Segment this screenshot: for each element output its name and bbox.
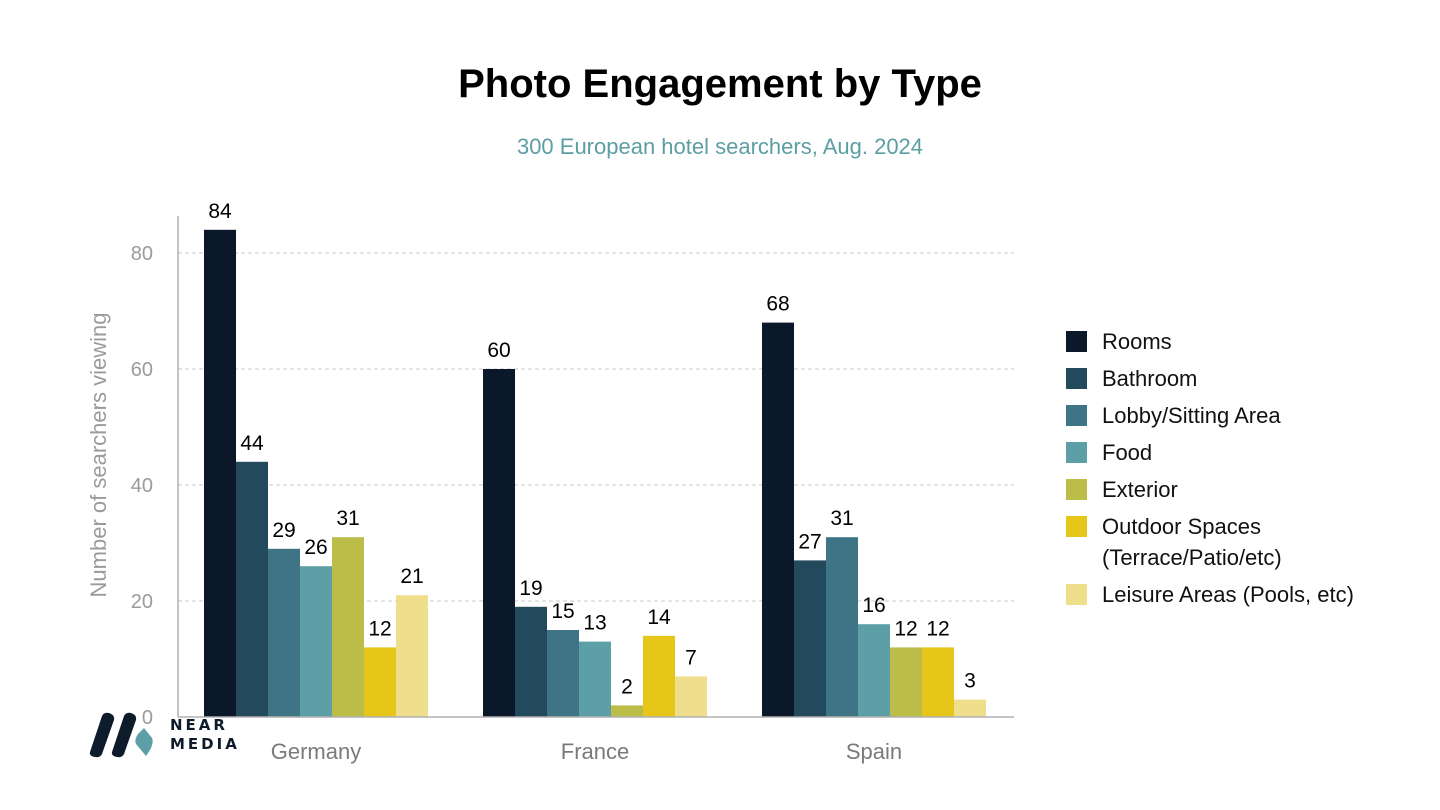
legend-label: Leisure Areas (Pools, etc)	[1102, 582, 1354, 607]
value-label-france-1: 60	[487, 339, 510, 362]
value-label-spain-3: 31	[830, 507, 853, 530]
chart-title: Photo Engagement by Type	[458, 62, 982, 106]
value-label-france-4: 13	[583, 612, 606, 635]
legend-item-5: Exterior	[1066, 476, 1366, 505]
logo-mark-left	[89, 712, 115, 758]
x-category-label-germany: Germany	[271, 739, 361, 764]
legend-label: Bathroom	[1102, 366, 1198, 391]
value-label-spain-2: 27	[798, 530, 821, 553]
legend-swatch	[1066, 584, 1087, 605]
legend-item-1: Rooms	[1066, 328, 1366, 357]
near-media-logo: NEAR MEDIA	[89, 712, 240, 758]
value-label-france-7: 7	[685, 646, 697, 669]
bar-germany-7	[396, 595, 428, 717]
logo-word-media: MEDIA	[170, 735, 240, 753]
y-tick-label-40: 40	[131, 475, 153, 497]
y-tick-label-80: 80	[131, 243, 153, 265]
bar-spain-1	[762, 322, 794, 717]
y-tick-label-0: 0	[142, 707, 153, 729]
bar-germany-6	[364, 647, 396, 717]
legend-swatch	[1066, 479, 1087, 500]
value-label-germany-3: 29	[272, 519, 295, 542]
logo-mark-right	[111, 712, 137, 758]
logo-mark-drop	[135, 728, 153, 756]
legend-label: Outdoor Spaces (Terrace/Patio/etc)	[1102, 514, 1282, 570]
bar-germany-4	[300, 566, 332, 717]
grid-lines	[178, 252, 1014, 602]
legend-swatch	[1066, 442, 1087, 463]
bar-spain-5	[890, 647, 922, 717]
bar-germany-5	[332, 537, 364, 717]
x-category-label-spain: Spain	[846, 739, 902, 764]
bar-spain-4	[858, 624, 890, 717]
value-label-germany-2: 44	[240, 432, 264, 455]
bar-germany-1	[204, 229, 236, 718]
legend-item-4: Food	[1066, 439, 1366, 468]
legend-swatch	[1066, 331, 1087, 352]
bar-france-3	[547, 630, 579, 717]
value-label-germany-1: 84	[208, 200, 232, 223]
bar-spain-7	[954, 699, 986, 717]
legend-label: Rooms	[1102, 329, 1172, 354]
legend-label: Lobby/Sitting Area	[1102, 403, 1281, 428]
bar-germany-3	[268, 548, 300, 717]
bars	[204, 229, 986, 718]
value-label-germany-6: 12	[368, 617, 391, 640]
value-label-france-3: 15	[551, 600, 574, 623]
value-label-spain-7: 3	[964, 670, 976, 693]
value-label-france-5: 2	[621, 675, 633, 698]
legend-label: Exterior	[1102, 477, 1178, 502]
value-labels: 84 44 29 26 31 12 21 60 19 15 13 2 14 7 68 27 31 16 12 12 3	[208, 200, 976, 699]
legend: Rooms Bathroom Lobby/Sitting Area Food Exter…	[1066, 328, 1366, 618]
value-label-germany-7: 21	[400, 565, 423, 588]
legend-swatch	[1066, 516, 1087, 537]
legend-item-7: Leisure Areas (Pools, etc)	[1066, 581, 1366, 610]
value-label-france-6: 14	[647, 606, 671, 629]
bar-france-1	[483, 369, 515, 717]
y-axis-label: Number of searchers viewing	[86, 313, 111, 598]
bar-spain-6	[922, 647, 954, 717]
bar-france-7	[675, 676, 707, 717]
bar-spain-3	[826, 537, 858, 717]
axes: 0 20 40 60 80 Germany France Spain	[131, 216, 1014, 764]
value-label-germany-5: 31	[336, 507, 359, 530]
bar-spain-2	[794, 560, 826, 717]
bar-germany-2	[236, 461, 268, 717]
value-label-spain-4: 16	[862, 594, 885, 617]
legend-swatch	[1066, 368, 1087, 389]
value-label-france-2: 19	[519, 577, 542, 600]
value-label-spain-6: 12	[926, 617, 949, 640]
value-label-spain-5: 12	[894, 617, 917, 640]
legend-swatch	[1066, 405, 1087, 426]
y-tick-label-20: 20	[131, 591, 153, 613]
bar-france-6	[643, 635, 675, 717]
legend-label: Food	[1102, 440, 1153, 465]
value-label-germany-4: 26	[304, 536, 327, 559]
legend-item-2: Bathroom	[1066, 365, 1366, 394]
logo-word-near: NEAR	[170, 716, 228, 734]
x-category-label-france: France	[561, 739, 629, 764]
y-tick-label-60: 60	[131, 359, 153, 381]
value-label-spain-1: 68	[766, 293, 789, 316]
bar-france-2	[515, 606, 547, 717]
chart-subtitle: 300 European hotel searchers, Aug. 2024	[516, 134, 924, 159]
bar-france-5	[611, 705, 643, 717]
bar-france-4	[579, 641, 611, 717]
legend-item-3: Lobby/Sitting Area	[1066, 402, 1366, 431]
legend-item-6: Outdoor Spaces (Terrace/Patio/etc)	[1066, 513, 1366, 573]
